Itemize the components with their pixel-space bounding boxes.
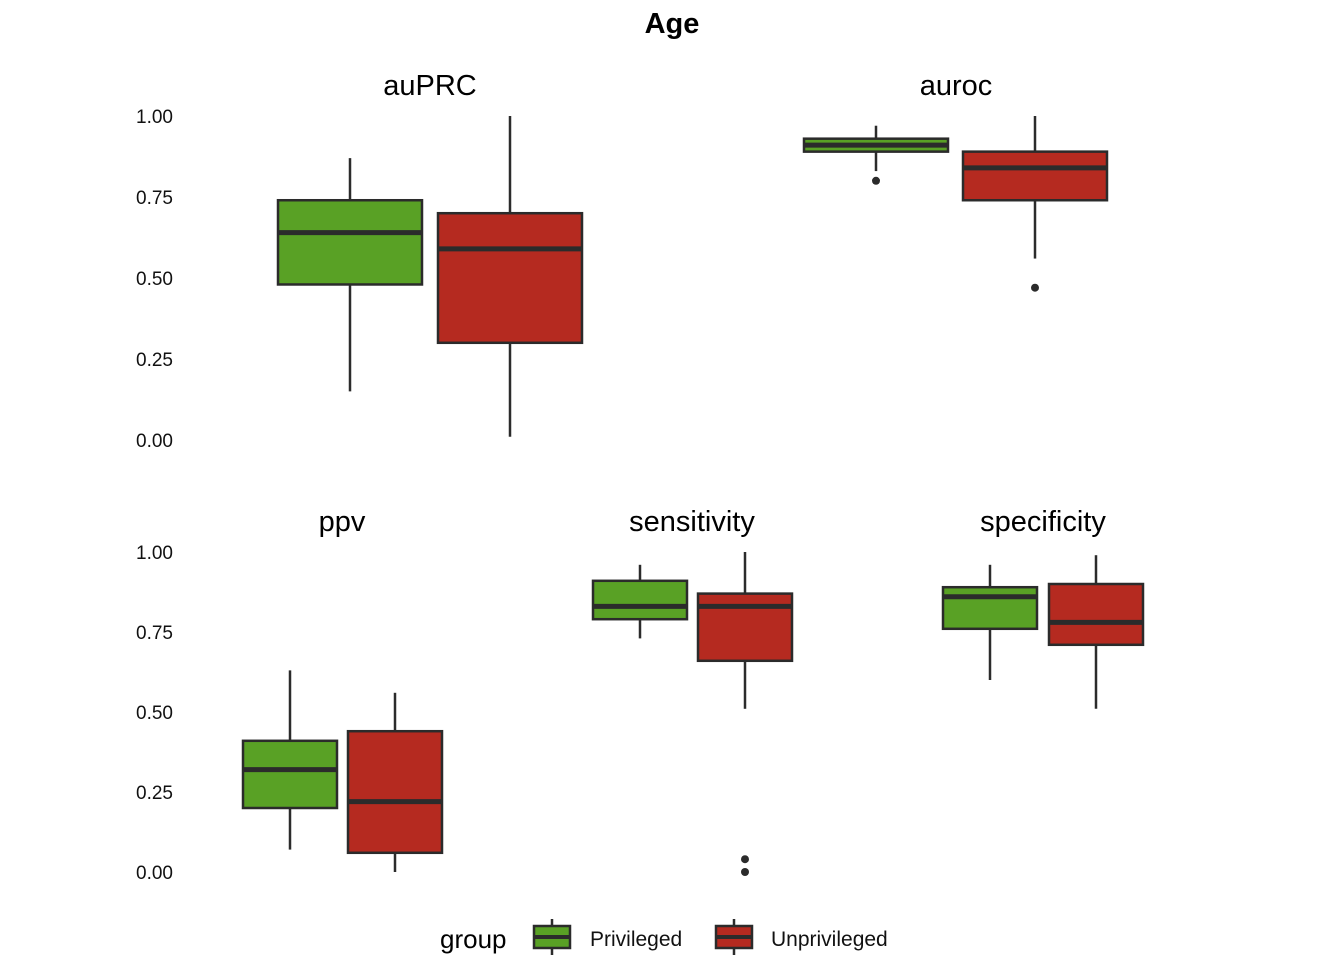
y-tick-label: 1.00 [136,107,173,128]
legend-title: group [440,924,507,954]
panel-auPRC: auPRC [276,70,584,437]
iqr-box [276,198,424,286]
panel-title: auPRC [383,70,477,102]
panel-specificity: specificity [941,506,1145,709]
iqr-box [961,150,1109,202]
iqr-box [346,729,444,855]
box-privileged [276,158,424,392]
y-axis-row-1: 0.00 0.25 0.50 0.75 1.00 [136,107,173,452]
panel-sensitivity: sensitivity [591,506,794,876]
y-tick-label: 0.00 [136,863,173,884]
y-tick-label: 0.25 [136,350,173,371]
box-privileged [941,564,1039,680]
box-unprivileged [696,552,794,876]
box-unprivileged [961,116,1109,292]
legend-key-privileged [532,919,572,955]
y-tick-label: 1.00 [136,543,173,564]
outlier-point [741,855,749,864]
y-tick-label: 0.50 [136,703,173,724]
y-axis-row-2: 0.00 0.25 0.50 0.75 1.00 [136,543,173,884]
iqr-box [696,592,794,663]
panel-title: auroc [920,70,993,102]
panel-title: specificity [980,506,1106,538]
y-tick-label: 0.00 [136,431,173,452]
panel-ppv: ppv [241,506,444,872]
iqr-box [941,585,1039,631]
y-tick-label: 0.50 [136,269,173,290]
box-unprivileged [1047,555,1145,709]
outlier-point [741,868,749,876]
box-unprivileged [346,692,444,872]
iqr-box [591,579,689,621]
box-privileged [591,564,689,639]
iqr-box [241,739,339,810]
y-tick-label: 0.75 [136,188,173,209]
iqr-box [436,211,584,345]
panel-auroc: auroc [802,70,1109,292]
legend-key-unprivileged [714,919,754,955]
y-tick-label: 0.25 [136,783,173,804]
box-privileged [241,670,339,850]
panel-title: ppv [319,506,366,538]
box-privileged [802,125,950,185]
panel-title: sensitivity [629,506,755,538]
outlier-point [1031,283,1039,292]
chart-title: Age [645,8,700,40]
box-unprivileged [436,116,584,437]
legend-label: Privileged [590,928,682,951]
iqr-box [1047,582,1145,647]
y-tick-label: 0.75 [136,623,173,644]
outlier-point [872,176,880,185]
legend: group Privileged Unprivileged [440,919,888,955]
legend-label: Unprivileged [771,928,888,951]
